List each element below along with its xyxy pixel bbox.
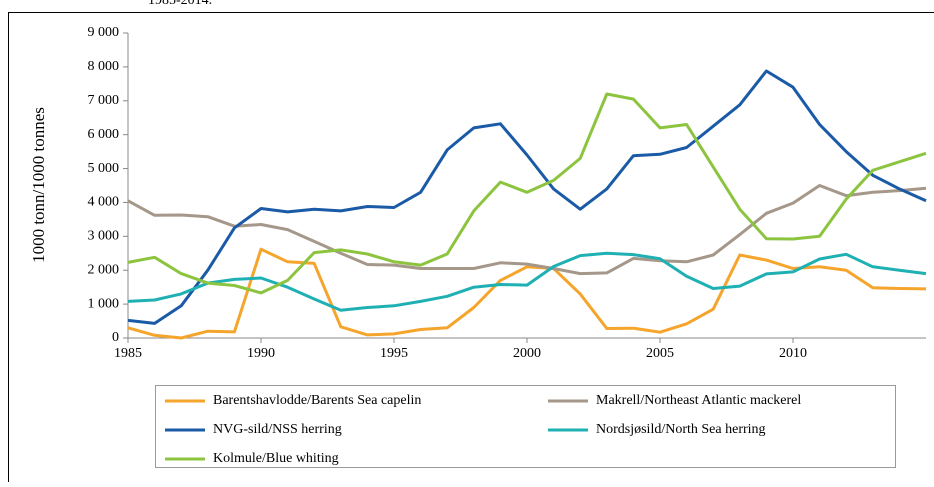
y-tick-label: 3 000 bbox=[88, 229, 120, 244]
y-tick-label: 0 bbox=[112, 330, 119, 345]
y-tick-label: 6 000 bbox=[88, 127, 120, 142]
y-tick-label: 7 000 bbox=[88, 93, 120, 108]
legend-label: NVG-sild/NSS herring bbox=[213, 422, 342, 437]
legend-label: Nordsjøsild/North Sea herring bbox=[596, 422, 766, 437]
legend-label: Makrell/Northeast Atlantic mackerel bbox=[596, 393, 801, 408]
x-tick-label: 1990 bbox=[247, 346, 275, 361]
y-axis-label: 1000 tonn/1000 tonnes bbox=[29, 107, 48, 263]
x-tick-label: 2000 bbox=[513, 346, 541, 361]
y-tick-label: 2 000 bbox=[88, 262, 120, 277]
note: 1985-2014. bbox=[148, 0, 212, 8]
y-tick-label: 4 000 bbox=[88, 195, 120, 210]
series-line bbox=[128, 253, 926, 310]
y-tick-label: 1 000 bbox=[88, 296, 120, 311]
legend-label: Kolmule/Blue whiting bbox=[213, 451, 339, 466]
y-tick-label: 5 000 bbox=[88, 161, 120, 176]
series-line bbox=[128, 186, 926, 274]
series-line bbox=[128, 249, 926, 338]
x-tick-label: 1995 bbox=[380, 346, 408, 361]
x-tick-label: 1985 bbox=[114, 346, 142, 361]
x-tick-label: 2010 bbox=[779, 346, 807, 361]
x-tick-label: 2005 bbox=[646, 346, 674, 361]
legend-label: Barentshavlodde/Barents Sea capelin bbox=[213, 393, 421, 408]
y-tick-label: 9 000 bbox=[88, 25, 120, 40]
y-tick-label: 8 000 bbox=[88, 59, 120, 74]
